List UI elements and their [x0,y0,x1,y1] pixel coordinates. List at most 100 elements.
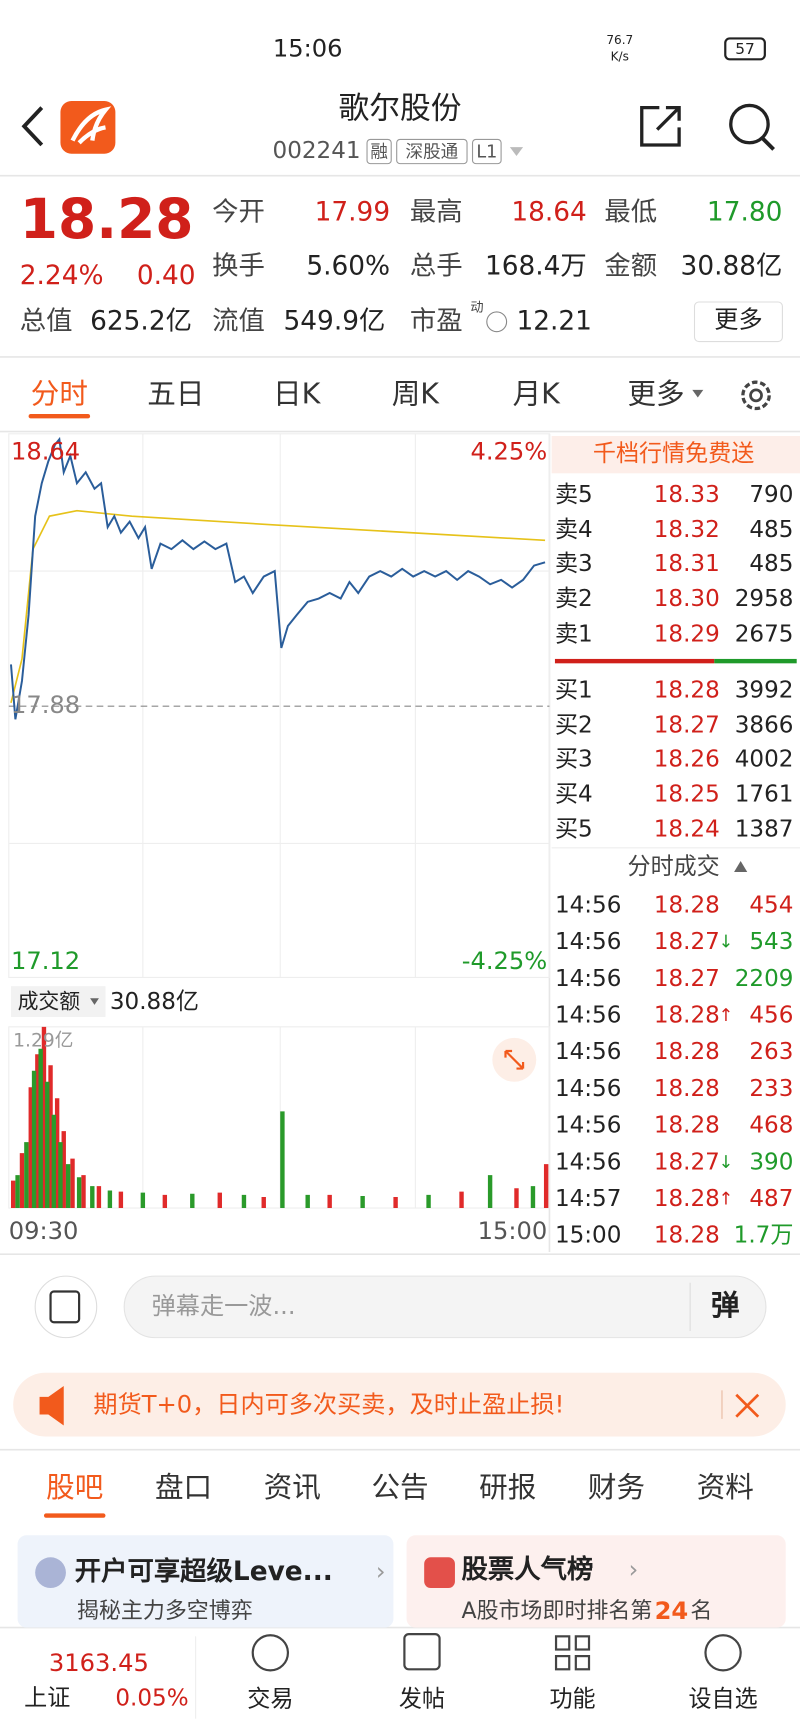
field-value: 5.60% [306,251,390,281]
orderbook-banner-bg [551,435,800,474]
sub-tab[interactable]: 研报 [479,1470,536,1504]
card-title: 开户可享超级Leve... [75,1556,333,1587]
orderbook-banner[interactable]: 千档行情免费送 [593,441,754,467]
card-bg[interactable] [17,1535,394,1628]
book-volume: 2958 [735,586,794,612]
info-icon[interactable] [486,311,508,333]
ad-bar[interactable] [13,1372,786,1437]
nav-icon [403,1633,441,1671]
sub-tab[interactable]: 盘口 [155,1470,212,1504]
field-label: 总值 [20,306,73,336]
note-icon [49,1290,81,1324]
logo-mark [70,106,112,145]
trades-sort [734,861,748,872]
more-button[interactable] [693,301,783,343]
note-button[interactable] [34,1275,98,1339]
axis-label: 17.88 [11,691,80,719]
book-volume: 1387 [735,817,794,843]
trade-price: 18.28 [654,1076,720,1102]
nav-item[interactable]: 设自选 [688,1687,757,1713]
trade-price: 18.27 [654,1149,720,1175]
more-label[interactable]: 更多 [714,306,762,334]
index-pct: 0.05% [115,1685,188,1711]
sub-tab[interactable]: 资讯 [264,1470,321,1504]
sub-tab[interactable]: 公告 [371,1470,428,1504]
field-label: 总手 [410,251,463,281]
danmaku-button[interactable]: 弹 [711,1288,740,1322]
volume-bars-up [10,1026,549,1209]
sub-tab[interactable]: 资料 [697,1470,754,1504]
search-button[interactable] [729,103,770,145]
tag-box [471,138,502,165]
book-volume: 790 [749,482,793,508]
field-label: 最低 [604,198,657,228]
trades-title: 分时成交 [628,854,720,880]
book-volume: 3992 [735,677,794,703]
chevron: › [629,1555,639,1583]
stock-code: 002241 [273,138,361,164]
status-net-unit: K/s [611,50,629,64]
book-volume: 4002 [735,746,794,772]
volume-bars-down [15,1048,536,1209]
volume-selector[interactable] [10,986,106,1017]
chart-tab[interactable]: 更多 [627,376,684,410]
subtab-underline [43,1513,106,1518]
comment-input[interactable] [123,1275,767,1339]
nav-item[interactable]: 功能 [549,1687,595,1713]
chart-tab[interactable]: 日K [273,376,322,410]
stock-tag: 融 [370,143,388,163]
field-sup: 动 [470,300,483,316]
settings-button[interactable] [741,380,771,411]
card-title: 股票人气榜 [462,1554,594,1585]
card-icon [424,1557,455,1589]
stock-tag: L1 [476,143,497,163]
tab-underline [28,414,91,419]
book-price: 18.27 [654,712,720,738]
book-volume: 2675 [735,621,794,647]
book-volume: 3866 [735,712,794,738]
sub-tab[interactable]: 股吧 [46,1470,103,1504]
axis-label: 4.25% [470,437,547,465]
field-label: 今开 [212,198,265,228]
book-price: 18.29 [654,621,720,647]
megaphone-icon [39,1385,64,1426]
field-value: 625.2亿 [90,306,192,336]
chart-tab[interactable]: 周K [392,376,441,410]
ad-text[interactable]: 期货T+0，日内可多次买卖，及时止盈止损! [93,1391,564,1419]
book-label: 买4 [555,782,593,808]
code-dropdown[interactable] [509,147,524,156]
settings-core [749,388,763,403]
nav-item[interactable]: 交易 [247,1687,293,1713]
trade-time: 14:56 [555,1039,621,1065]
card-sub: 名 [690,1599,712,1624]
chart-tab[interactable]: 分时 [31,376,88,410]
book-label: 卖2 [555,586,593,612]
nav-item[interactable]: 发帖 [399,1687,445,1713]
trade-price: 18.28 [654,1186,720,1212]
nav-icon [251,1634,290,1672]
volume-label[interactable]: 成交额 [18,990,81,1014]
change: 0.40 [137,261,196,291]
card-bg[interactable] [406,1535,786,1628]
sub-tab[interactable]: 财务 [588,1470,645,1504]
trade-time: 14:56 [555,1113,621,1139]
card-icon [35,1557,66,1589]
index-name: 上证 [24,1685,70,1711]
expand-icon [504,1049,525,1070]
ad-close[interactable] [735,1393,760,1418]
book-price: 18.30 [654,586,720,612]
field-value: 30.88亿 [681,251,783,281]
share-button[interactable] [640,105,681,147]
nav-icon [704,1634,742,1672]
book-label: 卖1 [555,621,593,647]
chart-tab[interactable]: 月K [513,376,562,410]
chart-tab[interactable]: 五日 [147,376,204,410]
book-price: 18.31 [654,551,720,577]
back-button[interactable] [21,106,44,147]
tag-box [366,138,392,165]
trade-volume: 263 [749,1039,793,1065]
battery [724,37,766,61]
nav-icon [554,1635,591,1671]
